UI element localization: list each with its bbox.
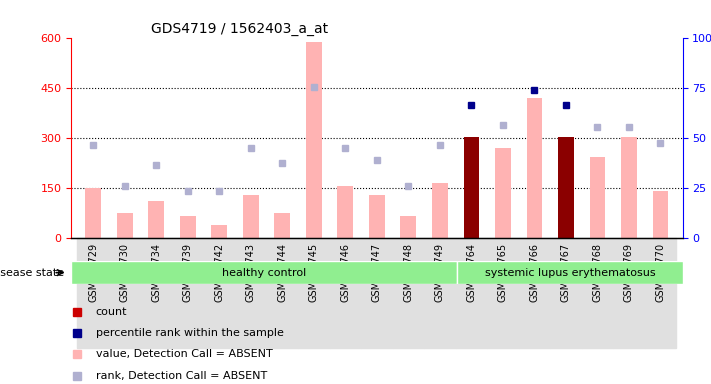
Bar bbox=[235, 238, 267, 348]
Bar bbox=[141, 238, 172, 348]
Bar bbox=[527, 98, 542, 238]
Bar bbox=[330, 238, 361, 348]
Text: rank, Detection Call = ABSENT: rank, Detection Call = ABSENT bbox=[95, 371, 267, 381]
Bar bbox=[456, 238, 487, 348]
Bar bbox=[558, 137, 574, 238]
Bar bbox=[274, 213, 290, 238]
Text: count: count bbox=[95, 307, 127, 317]
Bar bbox=[298, 238, 330, 348]
Bar bbox=[645, 238, 676, 348]
Bar bbox=[653, 192, 668, 238]
Bar bbox=[306, 42, 321, 238]
Bar bbox=[432, 183, 448, 238]
Bar bbox=[613, 238, 645, 348]
Bar bbox=[495, 148, 510, 238]
Bar bbox=[149, 202, 164, 238]
Bar bbox=[582, 238, 613, 348]
Bar bbox=[621, 137, 637, 238]
Text: systemic lupus erythematosus: systemic lupus erythematosus bbox=[485, 268, 656, 278]
FancyBboxPatch shape bbox=[71, 261, 457, 284]
Bar bbox=[464, 137, 479, 238]
Bar bbox=[392, 238, 424, 348]
Bar bbox=[117, 213, 132, 238]
Bar bbox=[518, 238, 550, 348]
Bar bbox=[77, 238, 109, 348]
Bar bbox=[400, 217, 416, 238]
Text: value, Detection Call = ABSENT: value, Detection Call = ABSENT bbox=[95, 349, 272, 359]
Bar bbox=[243, 195, 259, 238]
Text: healthy control: healthy control bbox=[222, 268, 306, 278]
Bar bbox=[424, 238, 456, 348]
Bar bbox=[589, 157, 605, 238]
Bar bbox=[109, 238, 141, 348]
Bar bbox=[85, 188, 101, 238]
Bar bbox=[203, 238, 235, 348]
Bar bbox=[267, 238, 298, 348]
Bar bbox=[361, 238, 392, 348]
Bar bbox=[211, 225, 227, 238]
Bar bbox=[338, 187, 353, 238]
Bar bbox=[487, 238, 518, 348]
Bar bbox=[180, 217, 196, 238]
Text: disease state: disease state bbox=[0, 268, 64, 278]
Text: percentile rank within the sample: percentile rank within the sample bbox=[95, 328, 284, 338]
Text: GDS4719 / 1562403_a_at: GDS4719 / 1562403_a_at bbox=[151, 22, 328, 36]
FancyBboxPatch shape bbox=[457, 261, 683, 284]
Bar bbox=[172, 238, 203, 348]
Bar bbox=[369, 195, 385, 238]
Bar bbox=[550, 238, 582, 348]
